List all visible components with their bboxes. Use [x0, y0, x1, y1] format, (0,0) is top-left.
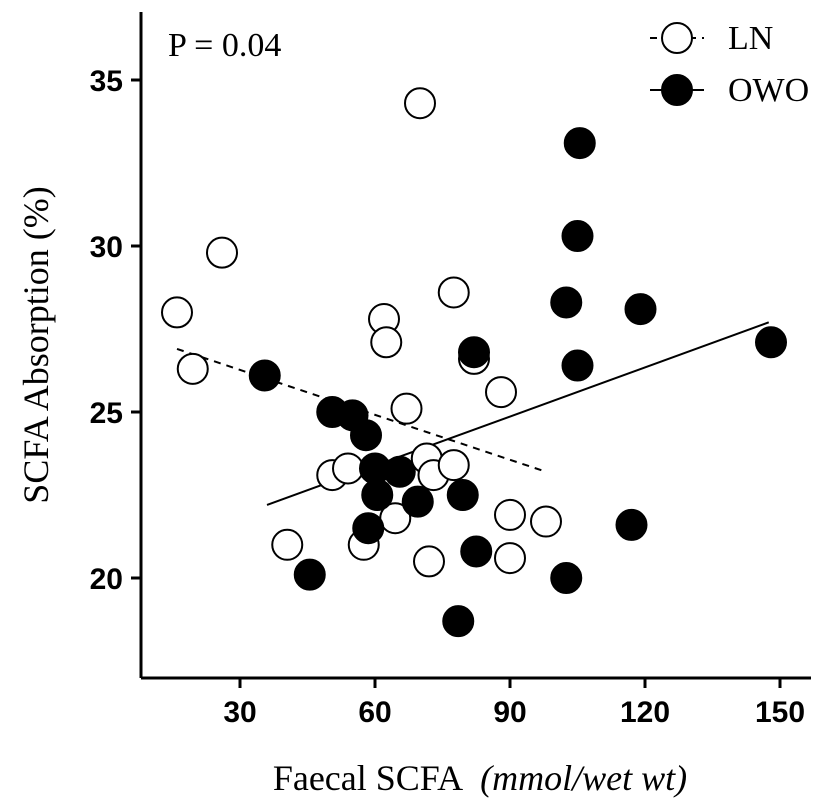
data-point-owo-5	[353, 513, 383, 543]
legend-owo-label: OWO	[728, 72, 809, 109]
data-point-owo-8	[385, 457, 415, 487]
data-point-owo-12	[459, 337, 489, 367]
data-point-ln-2	[207, 238, 237, 268]
legend: LN OWO	[650, 20, 809, 109]
data-point-owo-13	[461, 536, 491, 566]
data-point-ln-0	[162, 297, 192, 327]
legend-ln-open-circle-marker	[662, 23, 692, 53]
legend-ln-label: LN	[728, 20, 773, 57]
x-tick-label-60: 60	[358, 696, 391, 729]
y-tick-label-35: 35	[90, 65, 123, 98]
data-point-ln-20	[495, 543, 525, 573]
data-point-owo-1	[295, 560, 325, 590]
x-axis-label-units: (mmol/wet wt)	[480, 758, 687, 798]
data-point-owo-14	[551, 287, 581, 317]
data-points	[162, 88, 786, 636]
data-point-ln-19	[495, 500, 525, 530]
data-point-ln-8	[371, 327, 401, 357]
data-point-ln-1	[178, 354, 208, 384]
data-point-ln-21	[531, 507, 561, 537]
data-point-owo-19	[617, 510, 647, 540]
data-point-ln-18	[486, 377, 516, 407]
data-point-owo-11	[448, 480, 478, 510]
data-point-ln-10	[392, 394, 422, 424]
x-axis-label-main: Faecal SCFA	[273, 758, 463, 798]
x-tick-label-90: 90	[493, 696, 526, 729]
data-point-owo-10	[443, 606, 473, 636]
p-value-annotation: P = 0.04	[168, 27, 281, 64]
data-point-ln-12	[414, 546, 444, 576]
data-point-ln-3	[272, 530, 302, 560]
data-point-owo-4	[351, 420, 381, 450]
data-point-ln-16	[439, 277, 469, 307]
data-point-ln-15	[439, 450, 469, 480]
data-point-owo-15	[551, 563, 581, 593]
data-point-owo-9	[403, 487, 433, 517]
y-tick-label-30: 30	[90, 231, 123, 264]
data-point-owo-7	[362, 480, 392, 510]
legend-owo-filled-circle-marker	[662, 75, 692, 105]
data-point-ln-14	[405, 88, 435, 118]
y-tick-label-25: 25	[90, 397, 123, 430]
y-axis-label: SCFA Absorption (%)	[16, 186, 56, 503]
x-tick-label-30: 30	[223, 696, 256, 729]
data-point-owo-20	[626, 294, 656, 324]
data-point-ln-5	[333, 453, 363, 483]
y-tick-label-20: 20	[90, 563, 123, 596]
data-point-owo-17	[563, 351, 593, 381]
data-point-owo-16	[563, 221, 593, 251]
data-point-owo-21	[756, 327, 786, 357]
data-point-owo-18	[565, 128, 595, 158]
x-tick-label-120: 120	[620, 696, 670, 729]
x-axis-label: Faecal SCFA (mmol/wet wt)	[273, 758, 687, 798]
x-tick-label-150: 150	[755, 696, 805, 729]
data-point-owo-0	[250, 360, 280, 390]
